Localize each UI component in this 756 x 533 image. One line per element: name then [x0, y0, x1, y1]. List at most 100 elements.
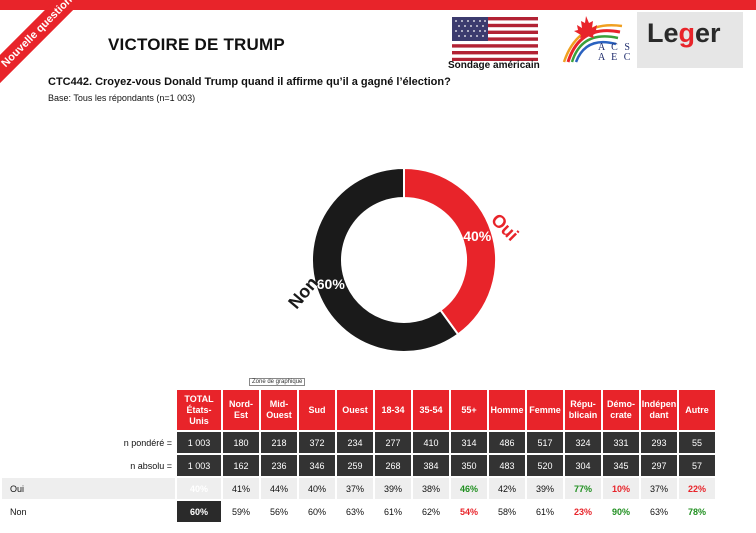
table-cell: 350 — [451, 455, 487, 476]
col-header: 35-54 — [413, 390, 449, 430]
table-cell: 58% — [497, 506, 516, 517]
col-header: Mid-Ouest — [261, 390, 297, 430]
table-cell: 44% — [261, 478, 297, 499]
table-cell: 410 — [413, 432, 449, 453]
table-cell: 162 — [223, 455, 259, 476]
table-cell: 259 — [337, 455, 373, 476]
col-header: Autre — [679, 390, 715, 430]
us-flag-icon — [452, 17, 538, 61]
table-cell: 61% — [383, 506, 402, 517]
table-row: Oui 40% 41% 44% 40% 37% 39% 38% 46% 42% 39% 77% 10% 3… — [2, 478, 715, 499]
table-cell: 331 — [603, 432, 639, 453]
table-cell: 37% — [641, 478, 677, 499]
table-cell: 486 — [489, 432, 525, 453]
col-header: Démo-crate — [603, 390, 639, 430]
col-header: Sud — [299, 390, 335, 430]
col-header: Nord-Est — [223, 390, 259, 430]
col-header: Indépen dant — [641, 390, 677, 430]
acs-line-1: A C S — [598, 42, 632, 53]
table-cell: 56% — [269, 506, 288, 517]
table-cell: 268 — [375, 455, 411, 476]
table-cell: 517 — [527, 432, 563, 453]
table-cell: 46% — [451, 478, 487, 499]
col-header: Ouest — [337, 390, 373, 430]
table-cell: 297 — [641, 455, 677, 476]
crosstab-table: TOTAL États-Unis Nord-Est Mid-Ouest Sud Oues… — [0, 388, 717, 524]
table-cell: 40% — [299, 478, 335, 499]
table-row: n pondéré = 1 003 180 218 372 234 277 410 314 486… — [2, 432, 715, 453]
value-label-oui: 40% — [463, 228, 492, 244]
acs-logo-text: A C S A E C — [598, 43, 632, 63]
col-header: Homme — [489, 390, 525, 430]
table-cell: 41% — [223, 478, 259, 499]
table-cell: 483 — [489, 455, 525, 476]
table-cell: 346 — [299, 455, 335, 476]
chart-zone-tooltip: Zone de graphique — [249, 378, 306, 386]
value-label-non: 60% — [317, 276, 346, 292]
acs-logo-icon — [562, 16, 623, 63]
table-cell: 384 — [413, 455, 449, 476]
table-cell: 60% — [177, 501, 221, 522]
table-cell: 520 — [527, 455, 563, 476]
table-row: Non 60% 59% 56% 60% 63% 61% 62% 54% 58% 61% 23% 90% 6… — [2, 501, 715, 522]
table-cell: 59% — [231, 506, 250, 517]
acs-line-2: A E C — [598, 52, 633, 63]
table-cell: 39% — [527, 478, 563, 499]
table-cell: 218 — [261, 432, 297, 453]
slice-oui — [403, 166, 497, 336]
table-cell: 57 — [679, 455, 715, 476]
table-cell: 54% — [459, 506, 478, 517]
flag-caption: Sondage américain — [448, 60, 540, 71]
table-cell: 345 — [603, 455, 639, 476]
table-cell: 40% — [177, 478, 221, 499]
question-text: CTC442. Croyez-vous Donald Trump quand i… — [48, 76, 451, 88]
table-cell: 63% — [649, 506, 668, 517]
corner-cell — [2, 390, 175, 430]
table-cell: 10% — [603, 478, 639, 499]
table-cell: 78% — [687, 506, 706, 517]
table-cell: 42% — [489, 478, 525, 499]
table-cell: 324 — [565, 432, 601, 453]
col-header: Femme — [527, 390, 563, 430]
col-header: Répu-blicain — [565, 390, 601, 430]
table-cell: 236 — [261, 455, 297, 476]
row-label: Non — [10, 506, 27, 517]
table-cell: 77% — [565, 478, 601, 499]
table-cell: 55 — [679, 432, 715, 453]
table-cell: 60% — [307, 506, 326, 517]
table-cell: 61% — [535, 506, 554, 517]
table-cell: 62% — [421, 506, 440, 517]
leger-logo: Leger — [637, 12, 743, 68]
leger-logo-text: Leger — [647, 18, 721, 48]
table-cell: 39% — [375, 478, 411, 499]
table-cell: 90% — [611, 506, 630, 517]
table-cell: 37% — [337, 478, 373, 499]
table-body: n pondéré = 1 003 180 218 372 234 277 410 314 486… — [2, 432, 715, 522]
top-accent-bar — [0, 0, 756, 10]
row-label: n pondéré = — [123, 437, 172, 448]
table-cell: 304 — [565, 455, 601, 476]
base-text: Base: Tous les répondants (n=1 003) — [48, 93, 196, 103]
header-row: TOTAL États-Unis Nord-Est Mid-Ouest Sud Oues… — [2, 390, 715, 430]
row-label: n absolu = — [130, 460, 172, 471]
new-question-banner: Nouvelle question — [0, 0, 91, 86]
table-cell: 1 003 — [177, 432, 221, 453]
table-row: n absolu = 1 003 162 236 346 259 268 384 350 483 5… — [2, 455, 715, 476]
table-cell: 38% — [413, 478, 449, 499]
table-cell: 372 — [299, 432, 335, 453]
table-cell: 180 — [223, 432, 259, 453]
table-cell: 234 — [337, 432, 373, 453]
page-title: VICTOIRE DE TRUMP — [108, 35, 285, 54]
table-cell: 314 — [451, 432, 487, 453]
table-cell: 1 003 — [177, 455, 221, 476]
col-header: 55+ — [451, 390, 487, 430]
slice-non — [311, 166, 460, 353]
row-label: Oui — [2, 478, 175, 499]
table-cell: 277 — [375, 432, 411, 453]
table-cell: 23% — [573, 506, 592, 517]
table-cell: 63% — [345, 506, 364, 517]
col-header: TOTAL États-Unis — [177, 390, 221, 430]
table-cell: 293 — [641, 432, 677, 453]
col-header: 18-34 — [375, 390, 411, 430]
